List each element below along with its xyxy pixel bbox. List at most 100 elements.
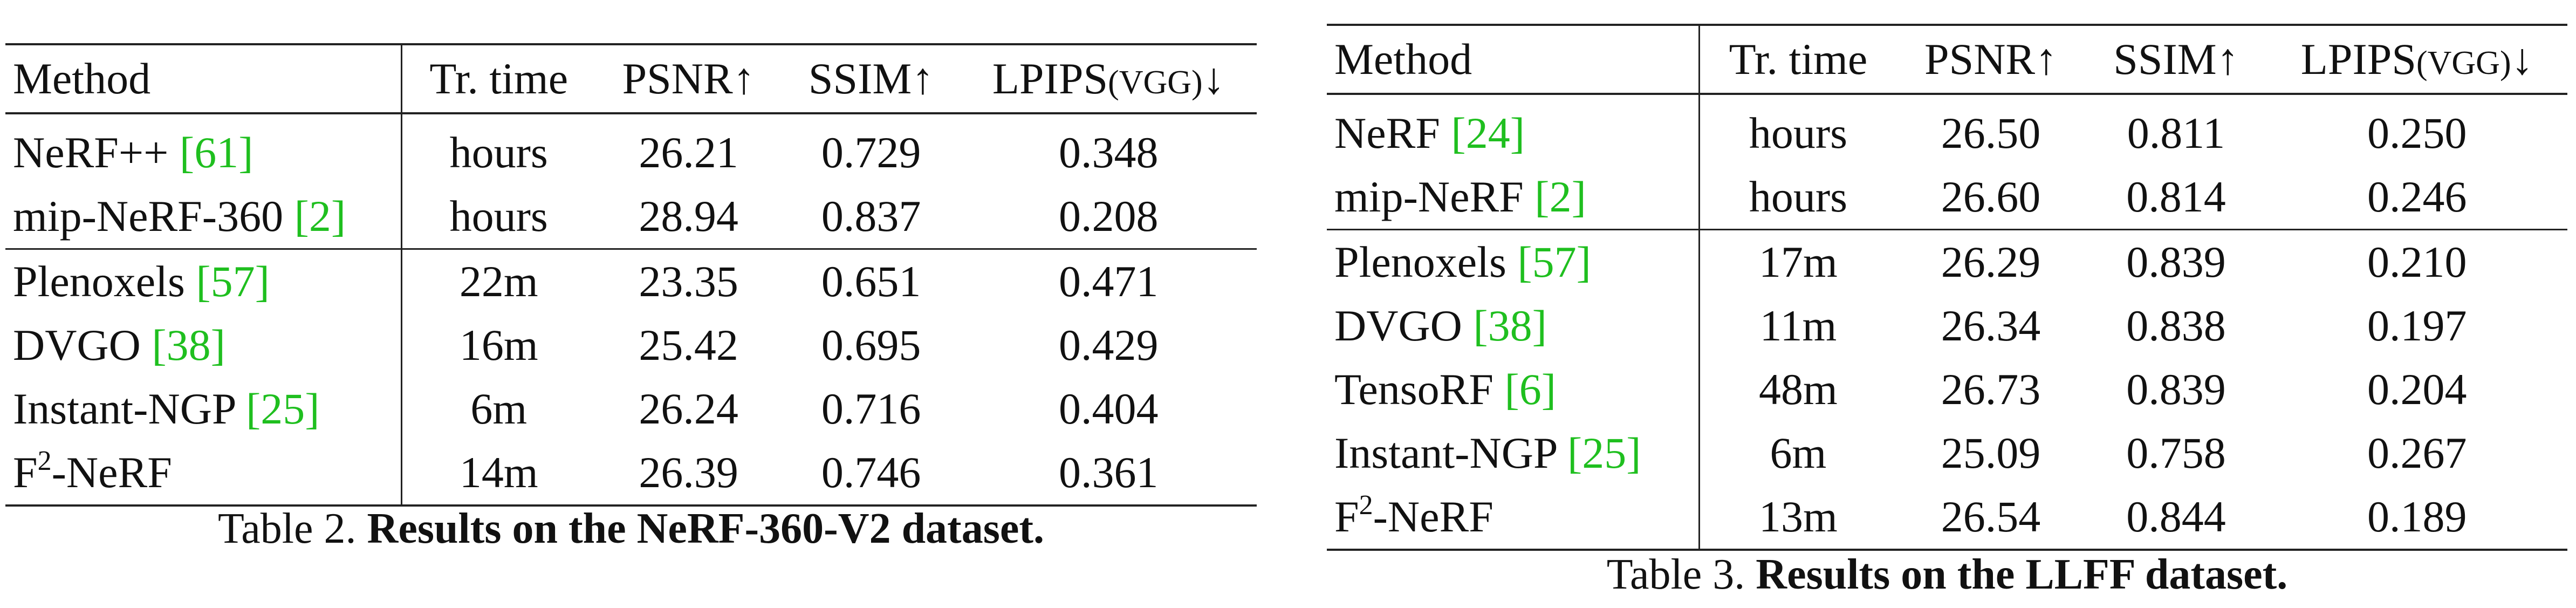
method-cell: mip-NeRF-360 [2] <box>5 185 402 249</box>
citation-link: [57] <box>196 257 270 306</box>
time-cell: 6m <box>470 384 527 433</box>
method-cell: Plenoxels [57] <box>1327 229 1701 294</box>
citation-link: [2] <box>294 192 346 241</box>
psnr-cell: 26.29 <box>1896 229 2086 294</box>
lpips-cell: 0.267 <box>2367 428 2467 477</box>
header-psnr: PSNR↑ <box>622 54 755 103</box>
lpips-cell: 0.208 <box>1059 192 1159 241</box>
table-row: mip-NeRF [2] hours 26.60 0.814 0.246 <box>1327 165 2567 230</box>
time-cell: hours <box>401 112 595 185</box>
method-cell: NeRF++ [61] <box>5 112 402 185</box>
time-cell: 14m <box>401 441 595 507</box>
psnr-cell: 26.50 <box>1896 93 2086 165</box>
time-cell: 22m <box>401 248 595 313</box>
method-name: mip-NeRF-360 <box>13 192 294 241</box>
method-cell: mip-NeRF [2] <box>1327 165 1701 230</box>
method-name-tail: -NeRF <box>51 448 172 497</box>
psnr-cell: 23.35 <box>595 248 782 313</box>
method-cell: F2-NeRF <box>5 441 402 507</box>
ssim-cell: 0.838 <box>2126 301 2226 350</box>
method-name: Plenoxels <box>1334 237 1518 286</box>
citation-link: [61] <box>179 128 254 177</box>
ssim-cell: 0.716 <box>821 384 921 433</box>
header-lpips: LPIPS(VGG)↓ <box>2300 35 2533 84</box>
ssim-cell: 0.837 <box>821 192 921 241</box>
lpips-cell: 0.348 <box>960 112 1257 185</box>
citation-link: [25] <box>1567 428 1641 477</box>
citation-link: [57] <box>1517 237 1591 286</box>
table-row: F2-NeRF 14m 26.39 0.746 0.361 <box>5 441 1257 507</box>
method-name: F <box>13 448 38 497</box>
psnr-cell: 26.34 <box>1941 301 2041 350</box>
method-name: TensoRF <box>1334 365 1505 414</box>
lpips-cell: 0.189 <box>2266 485 2567 551</box>
lpips-cell: 0.246 <box>2367 172 2467 221</box>
lpips-cell: 0.404 <box>1059 384 1159 433</box>
method-cell: Instant-NGP [25] <box>5 377 402 441</box>
table-row: DVGO [38] 16m 25.42 0.695 0.429 <box>5 313 1257 377</box>
time-cell: hours <box>449 192 548 241</box>
lpips-cell: 0.429 <box>1059 320 1159 370</box>
psnr-cell: 28.94 <box>639 192 738 241</box>
method-superscript: 2 <box>1359 490 1373 521</box>
time-cell: 13m <box>1699 485 1896 551</box>
ssim-cell: 0.758 <box>2126 428 2226 477</box>
ssim-cell: 0.729 <box>782 112 961 185</box>
psnr-cell: 26.24 <box>639 384 738 433</box>
time-cell: 17m <box>1699 229 1896 294</box>
method-name: Plenoxels <box>13 257 196 306</box>
time-cell: 48m <box>1759 365 1838 414</box>
method-superscript: 2 <box>37 446 52 476</box>
table-row: Instant-NGP [25] 6m 26.24 0.716 0.404 <box>5 377 1257 441</box>
citation-link: [6] <box>1504 365 1557 414</box>
method-name: NeRF <box>1334 108 1451 158</box>
ssim-cell: 0.844 <box>2085 485 2267 551</box>
header-method: Method <box>5 44 402 113</box>
citation-link: [25] <box>245 384 320 433</box>
ssim-cell: 0.651 <box>782 248 961 313</box>
psnr-cell: 26.39 <box>595 441 782 507</box>
time-cell: hours <box>1749 172 1848 221</box>
results-table-nerf360: Method Tr. time PSNR↑ SSIM↑ LPIPS(VGG)↓ … <box>5 43 1257 507</box>
table-row: Plenoxels [57] 17m 26.29 0.839 0.210 <box>1327 229 2567 294</box>
method-cell: F2-NeRF <box>1327 485 1701 551</box>
citation-link: [2] <box>1534 172 1586 221</box>
citation-link: [38] <box>1473 301 1547 350</box>
ssim-cell: 0.746 <box>782 441 961 507</box>
header-time: Tr. time <box>1729 35 1868 84</box>
method-cell: Plenoxels [57] <box>5 248 402 313</box>
method-name: DVGO <box>13 320 152 370</box>
header-ssim: SSIM↑ <box>2113 35 2239 84</box>
results-table-llff: Method Tr. time PSNR↑ SSIM↑ LPIPS(VGG)↓ … <box>1327 24 2567 551</box>
psnr-cell: 25.09 <box>1941 428 2041 477</box>
lpips-cell: 0.361 <box>960 441 1257 507</box>
method-cell: DVGO [38] <box>5 313 402 377</box>
psnr-cell: 26.54 <box>1896 485 2086 551</box>
method-cell: DVGO [38] <box>1327 294 1701 358</box>
header-psnr: PSNR↑ <box>1924 35 2058 84</box>
table-row: NeRF++ [61] hours 26.21 0.729 0.348 <box>5 112 1257 185</box>
header-row: Method Tr. time PSNR↑ SSIM↑ LPIPS(VGG)↓ <box>5 44 1257 113</box>
header-method: Method <box>1327 25 1701 94</box>
header-ssim: SSIM↑ <box>808 54 934 103</box>
lpips-cell: 0.204 <box>2367 365 2467 414</box>
table-row: Instant-NGP [25] 6m 25.09 0.758 0.267 <box>1327 421 2567 485</box>
method-name: NeRF++ <box>13 128 180 177</box>
method-name: Instant-NGP <box>13 384 246 433</box>
citation-link: [24] <box>1451 108 1525 158</box>
table-row: mip-NeRF-360 [2] hours 28.94 0.837 0.208 <box>5 185 1257 249</box>
method-name: mip-NeRF <box>1334 172 1535 221</box>
citation-link: [38] <box>152 320 225 370</box>
psnr-cell: 26.21 <box>595 112 782 185</box>
method-name: F <box>1334 492 1359 541</box>
table-row: NeRF [24] hours 26.50 0.811 0.250 <box>1327 93 2567 165</box>
method-name: DVGO <box>1334 301 1474 350</box>
table-row: Plenoxels [57] 22m 23.35 0.651 0.471 <box>5 248 1257 313</box>
ssim-cell: 0.811 <box>2085 93 2267 165</box>
lpips-cell: 0.197 <box>2367 301 2467 350</box>
time-cell: hours <box>1699 93 1896 165</box>
method-name: Instant-NGP <box>1334 428 1567 477</box>
header-lpips: LPIPS(VGG)↓ <box>992 54 1225 103</box>
method-name-tail: -NeRF <box>1373 492 1493 541</box>
time-cell: 6m <box>1770 428 1827 477</box>
